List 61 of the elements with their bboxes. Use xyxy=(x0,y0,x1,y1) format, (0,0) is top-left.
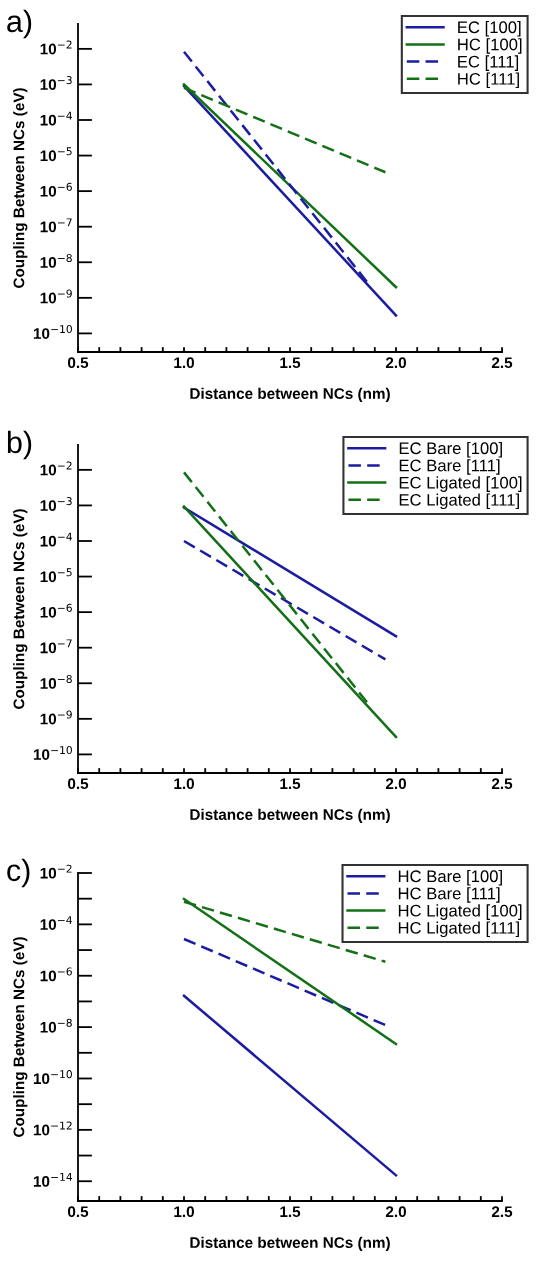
legend-label: EC Ligated [100] xyxy=(399,476,522,492)
x-tick-label: 2.5 xyxy=(491,1206,513,1218)
x-tick-label: 1.0 xyxy=(174,1206,194,1218)
y-tick-label: 10$^{−4}$ xyxy=(40,111,72,126)
legend-label: HC [111] xyxy=(458,72,519,89)
legend-label: HC Bare [100] xyxy=(398,869,502,886)
y-tick-label: 10$^{−10}$ xyxy=(33,746,72,760)
y-tick-label: 10$^{−3}$ xyxy=(40,497,72,511)
legend-label: HC [100] xyxy=(458,38,522,54)
y-tick-label: 10$^{−5}$ xyxy=(40,147,72,162)
y-tick-label: 10$^{−6}$ xyxy=(40,182,72,197)
chart-title: c) xyxy=(7,858,30,888)
y-axis-title: Coupling Between NCs (eV) xyxy=(13,509,28,709)
legend-label: EC [111] xyxy=(458,55,519,71)
y-tick-label: 10$^{−2}$ xyxy=(40,461,72,476)
x-tick-label: 1.5 xyxy=(280,778,301,790)
y-tick-label: 10$^{−10}$ xyxy=(33,325,72,339)
y-tick-label: 10$^{−9}$ xyxy=(40,289,72,304)
legend-label: HC Bare [111] xyxy=(398,887,500,903)
x-tick-label: 0.5 xyxy=(67,1206,89,1218)
y-tick-label: 10$^{−8}$ xyxy=(40,253,72,268)
y-axis-title: Coupling Between NCs (eV) xyxy=(13,937,28,1137)
x-tick-label: 1.0 xyxy=(174,778,194,790)
legend-label: EC [100] xyxy=(458,20,521,37)
y-tick-label: 10$^{−6}$ xyxy=(40,967,72,982)
y-tick-label: 10$^{−6}$ xyxy=(40,603,72,618)
x-tick-label: 2.0 xyxy=(385,357,406,369)
legend-label: EC Bare [111] xyxy=(399,459,500,475)
y-tick-label: 10$^{−9}$ xyxy=(40,710,72,725)
y-tick-label: 10$^{−7}$ xyxy=(40,639,72,654)
legend-label: HC Ligated [100] xyxy=(398,904,522,920)
y-tick-label: 10$^{−14}$ xyxy=(33,1173,73,1187)
x-tick-label: 0.5 xyxy=(67,357,89,369)
x-tick-label: 2.0 xyxy=(385,778,406,790)
y-tick-label: 10$^{−10}$ xyxy=(33,1070,72,1085)
y-tick-label: 10$^{−12}$ xyxy=(33,1121,72,1136)
x-axis-title: Distance between NCs (nm) xyxy=(190,808,390,824)
y-axis-title: Coupling Between NCs (eV) xyxy=(13,88,28,288)
x-tick-label: 2.5 xyxy=(491,357,513,369)
chart-title: a) xyxy=(7,9,32,39)
y-tick-label: 10$^{−8}$ xyxy=(40,1018,72,1033)
x-tick-label: 2.5 xyxy=(491,778,513,790)
y-tick-label: 10$^{−4}$ xyxy=(40,532,72,547)
x-tick-label: 0.5 xyxy=(67,778,89,790)
y-tick-label: 10$^{−2}$ xyxy=(40,40,72,55)
legend-label: HC Ligated [111] xyxy=(398,921,519,938)
y-tick-label: 10$^{−8}$ xyxy=(40,674,72,689)
x-tick-label: 1.0 xyxy=(174,357,194,369)
y-tick-label: 10$^{−5}$ xyxy=(40,568,72,583)
x-tick-label: 1.5 xyxy=(280,357,301,369)
y-tick-label: 10$^{−3}$ xyxy=(40,76,72,90)
y-tick-label: 10$^{−4}$ xyxy=(40,916,72,930)
chart-title: b) xyxy=(7,430,32,460)
x-tick-label: 1.5 xyxy=(280,1206,301,1218)
x-axis-title: Distance between NCs (nm) xyxy=(190,1236,390,1252)
legend-label: EC Bare [100] xyxy=(399,441,502,458)
legend-label: EC Ligated [111] xyxy=(399,493,519,510)
y-tick-label: 10$^{−7}$ xyxy=(40,218,72,233)
y-tick-label: 10$^{−2}$ xyxy=(40,864,72,879)
x-axis-title: Distance between NCs (nm) xyxy=(190,387,390,403)
x-tick-label: 2.0 xyxy=(385,1206,406,1218)
